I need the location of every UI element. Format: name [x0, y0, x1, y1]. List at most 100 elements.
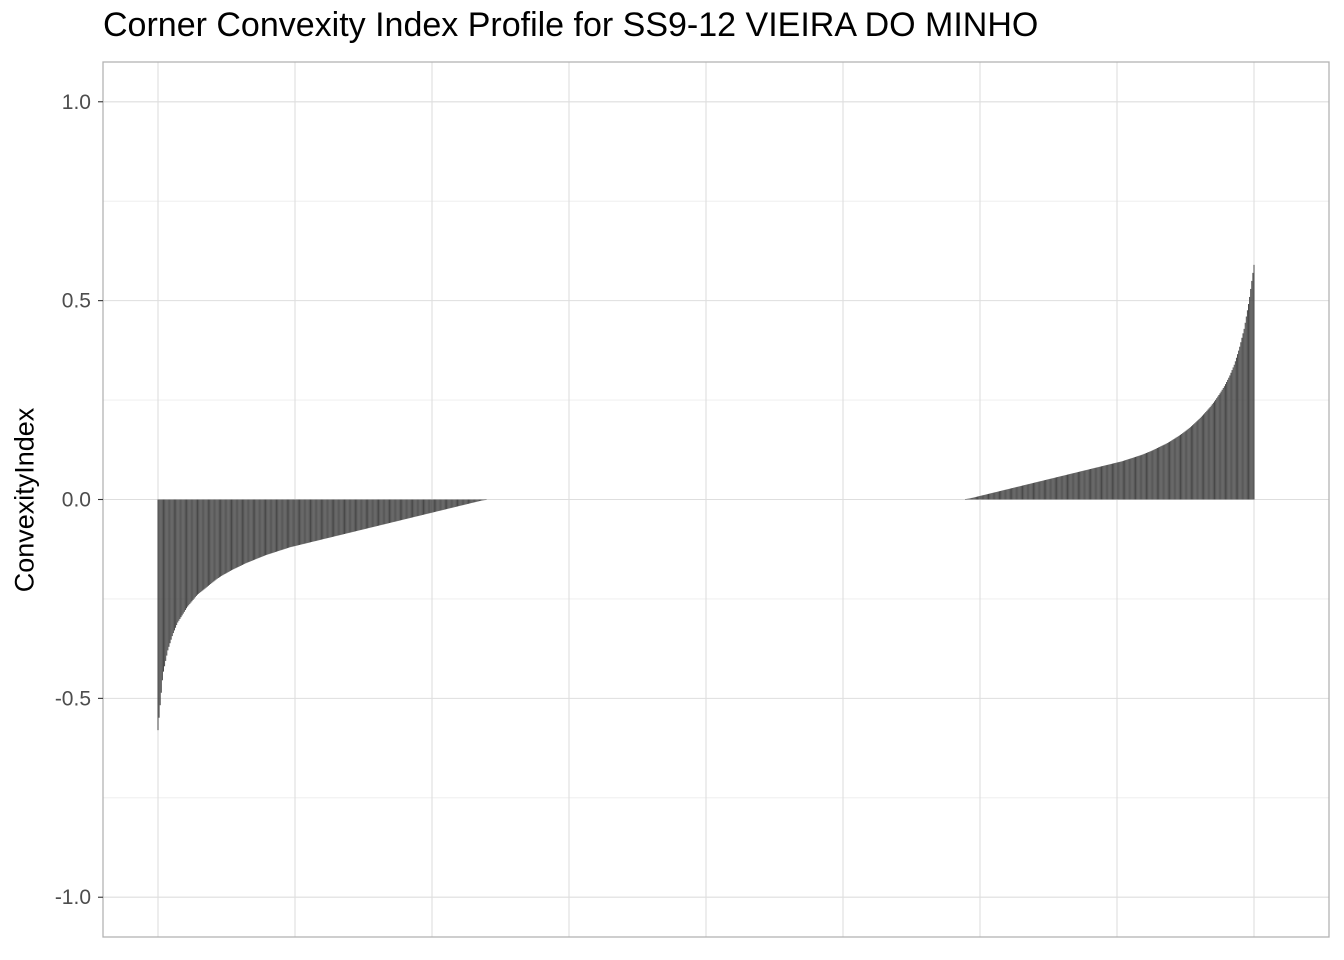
bar [183, 499, 185, 612]
bar [1221, 389, 1223, 500]
bar [210, 499, 212, 584]
bar [390, 499, 392, 523]
bar [1025, 484, 1027, 500]
bar [1003, 490, 1005, 500]
bar [1068, 474, 1070, 500]
bar [1099, 466, 1101, 500]
bar [1175, 437, 1177, 500]
bar [1084, 470, 1086, 500]
bar [1206, 410, 1208, 500]
bar [388, 499, 390, 524]
bar [177, 499, 179, 623]
bar [1173, 439, 1175, 500]
bar [217, 499, 219, 579]
bar [421, 499, 423, 516]
bar [397, 499, 399, 521]
bar [307, 499, 309, 543]
bar [437, 499, 439, 512]
bar [229, 499, 231, 571]
bar [1012, 487, 1014, 500]
bar [1248, 304, 1250, 500]
bar [357, 499, 359, 531]
bar [305, 499, 307, 544]
bar [1198, 419, 1200, 500]
bar [251, 499, 253, 561]
bar [335, 499, 337, 537]
bar [1241, 337, 1243, 500]
bar [480, 499, 482, 501]
bar [1097, 467, 1099, 500]
bar [1194, 423, 1196, 500]
bar [1020, 485, 1022, 500]
bar [352, 499, 354, 532]
bar [1178, 435, 1180, 500]
bar [250, 499, 252, 562]
bar [992, 492, 994, 500]
bar [1158, 447, 1160, 500]
bar [1032, 482, 1034, 500]
bar [1005, 489, 1007, 500]
y-tick-label: 0.5 [62, 290, 91, 313]
bar [1062, 475, 1064, 500]
bar [1092, 468, 1094, 500]
bar [1094, 467, 1096, 500]
bar [446, 499, 448, 510]
bar [337, 499, 339, 536]
bar [1095, 467, 1097, 500]
bar [1140, 455, 1142, 500]
bar [1239, 346, 1241, 500]
bar [1226, 382, 1228, 500]
bar [195, 499, 197, 596]
bar [408, 499, 410, 519]
bar [173, 499, 175, 631]
bar [1177, 436, 1179, 500]
bar [1079, 471, 1081, 500]
bar [1064, 475, 1066, 500]
bar [1043, 480, 1045, 500]
bar [292, 499, 294, 547]
bar [1074, 472, 1076, 500]
bar [1243, 328, 1245, 500]
bar [1219, 393, 1221, 500]
bar [1212, 402, 1214, 500]
bar [218, 499, 220, 578]
bar [278, 499, 280, 551]
bar [249, 499, 251, 562]
bar [1110, 463, 1112, 500]
bar [443, 499, 445, 510]
bar [275, 499, 277, 552]
bar [1008, 488, 1010, 500]
bar [478, 499, 480, 502]
y-tick-label: -0.5 [55, 687, 91, 710]
bar [1159, 446, 1161, 500]
bar [211, 499, 213, 584]
bar [1184, 431, 1186, 500]
bar [300, 499, 302, 545]
bar [244, 499, 246, 564]
bar [1128, 459, 1130, 500]
bar [272, 499, 274, 553]
bar [1167, 442, 1169, 500]
bar [1176, 436, 1178, 500]
bar [308, 499, 310, 543]
bar [463, 499, 465, 505]
bar [168, 499, 170, 647]
bar [1240, 342, 1242, 500]
bar [1246, 310, 1248, 500]
bar [364, 499, 366, 529]
bar [1165, 443, 1167, 500]
bar [1224, 384, 1226, 500]
bar [998, 491, 1000, 500]
bar [1174, 438, 1176, 500]
bar [455, 499, 457, 507]
bar [1060, 476, 1062, 500]
bar [983, 494, 985, 500]
bar [180, 499, 182, 618]
bar [1156, 447, 1158, 500]
bar [311, 499, 313, 543]
bar [157, 499, 159, 731]
bar [167, 499, 169, 651]
bar [373, 499, 375, 527]
bar [1230, 372, 1232, 500]
bar [350, 499, 352, 533]
